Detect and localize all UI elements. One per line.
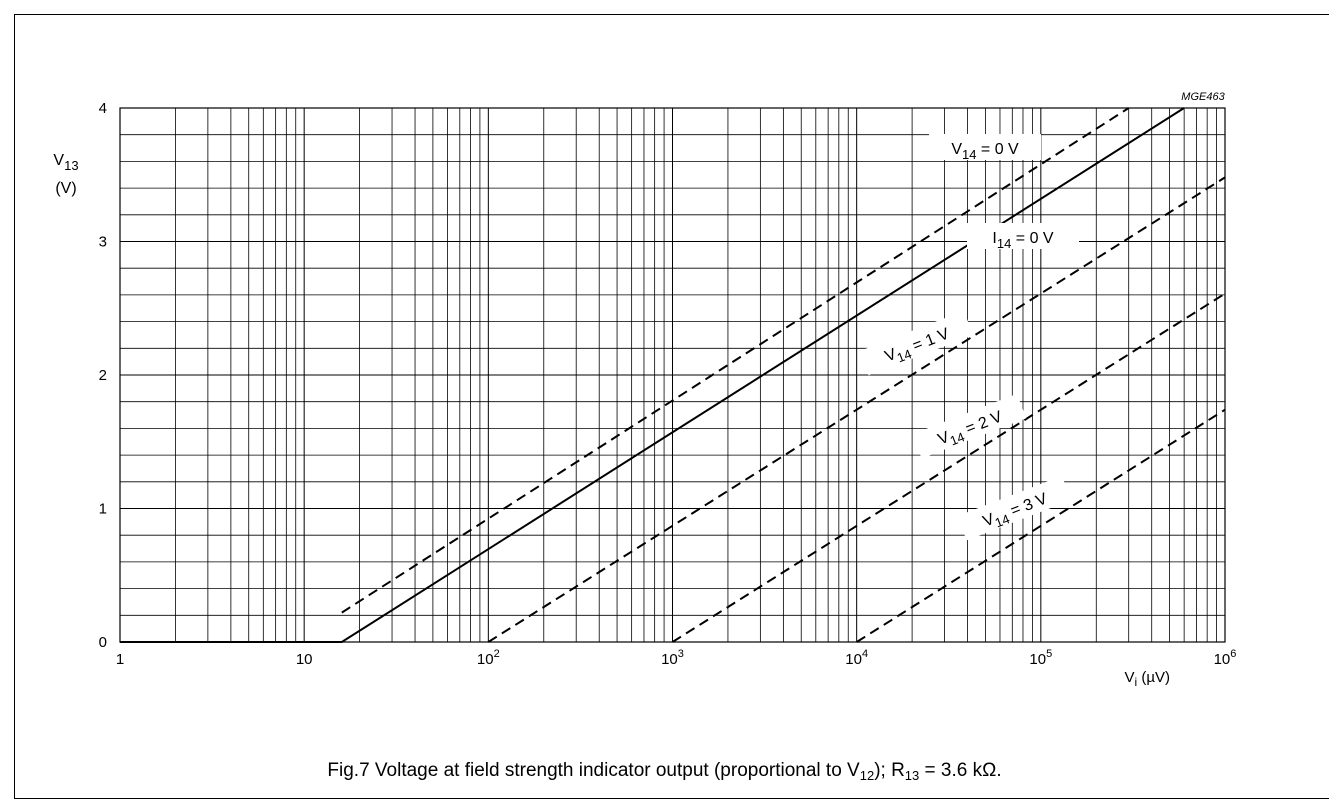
y-axis-label: V13 (V) <box>53 152 78 197</box>
series-line <box>487 176 1226 643</box>
figure-caption: Fig.7 Voltage at field strength indicato… <box>0 760 1329 783</box>
x-tick-label: 103 <box>661 648 684 668</box>
series-line <box>856 408 1226 643</box>
y-axis-label-main: V <box>53 152 64 169</box>
chart-series <box>120 107 1226 643</box>
x-tick-label: 1 <box>116 651 124 668</box>
y-tick-label: 3 <box>99 234 107 251</box>
x-tick-label: 105 <box>1029 648 1052 668</box>
x-axis-label-unit: (µV) <box>1137 669 1170 686</box>
y-tick-label: 4 <box>99 100 107 117</box>
y-tick-label: 2 <box>99 367 107 384</box>
x-axis-label-main: V <box>1125 669 1135 686</box>
x-tick-label: 102 <box>477 648 500 668</box>
caption-sub1: 12 <box>859 768 875 783</box>
series-line <box>120 107 1185 643</box>
series-label: V14 = 1 V <box>859 310 974 376</box>
svg-text:V13: V13 <box>53 152 78 173</box>
x-tick-label: 10 <box>296 651 313 668</box>
series-label: V14 = 3 V <box>957 475 1072 541</box>
figure-frame <box>14 14 1329 799</box>
y-axis-label-unit: (V) <box>55 180 76 197</box>
series-label-background <box>912 393 1027 459</box>
x-axis-label-sub: i <box>1135 675 1138 689</box>
series-label-background <box>929 134 1041 160</box>
series-label-background <box>957 475 1072 541</box>
svg-text:Vi (µV): Vi (µV) <box>1125 669 1171 689</box>
x-tick-label: 104 <box>845 648 868 668</box>
series-label-background <box>859 310 974 376</box>
series-line <box>671 292 1226 643</box>
series-label-background <box>967 223 1079 249</box>
series-label-text: I14 = 0 V <box>992 230 1054 251</box>
y-tick-label: 0 <box>99 634 107 651</box>
figure-code: MGE463 <box>1181 91 1225 103</box>
series-line <box>341 107 1130 614</box>
y-tick-label: 1 <box>99 501 107 518</box>
series-labels: I14 = 0 V V14 = 0 V V14 = 1 V V14 = 2 V V14 … <box>859 134 1079 541</box>
series-label: I14 = 0 V <box>967 223 1079 251</box>
x-tick-label: 106 <box>1214 648 1237 668</box>
series-label: V14 = 0 V <box>929 134 1041 162</box>
series-label-text: V14 = 0 V <box>951 141 1019 162</box>
caption-middle: ); R <box>874 760 905 781</box>
caption-sub2: 13 <box>904 768 920 783</box>
chart-grid <box>119 107 1226 643</box>
y-axis-label-sub: 13 <box>64 158 78 173</box>
caption-suffix: = 3.6 kΩ. <box>919 760 1002 781</box>
caption-prefix: Fig.7 Voltage at field strength indicato… <box>327 760 860 781</box>
series-label: V14 = 2 V <box>912 393 1027 459</box>
x-axis-label: Vi (µV) <box>1125 669 1171 689</box>
